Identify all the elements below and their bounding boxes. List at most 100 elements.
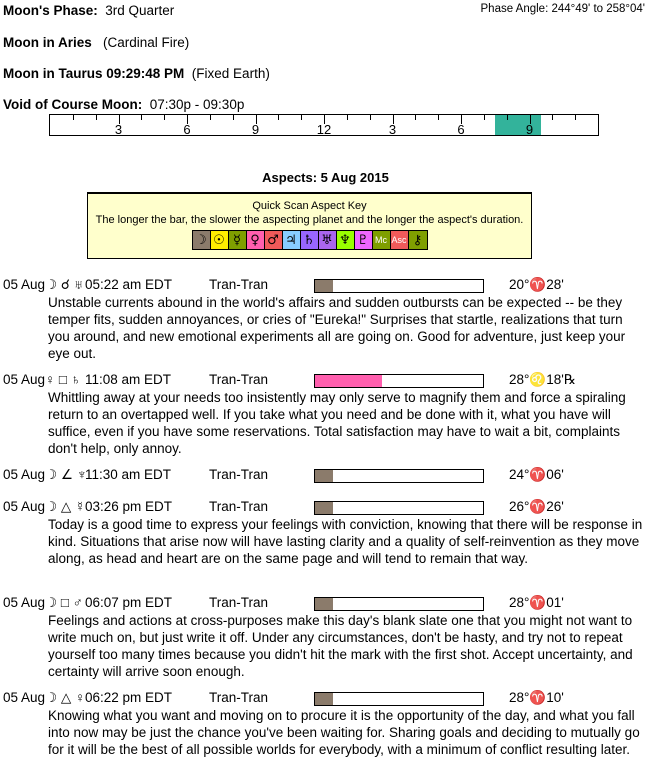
void-of-course: Void of Course Moon: 07:30p - 09:30p [3, 97, 244, 112]
hour-tick [324, 115, 325, 124]
hour-label: 9 [251, 122, 260, 137]
aspect-entry: 05 Aug ☽ □ ♂ 06:07 pm EDT Tran-Tran 28°♈01' F… [0, 595, 651, 680]
aspect-time: 03:26 pm EDT [85, 499, 173, 514]
aspect-interpretation: Whittling away at your needs too insiste… [48, 390, 626, 456]
aspect-entry: 05 Aug ☽ ☌ ♅ 05:22 am EDT Tran-Tran 20°♈28' U… [0, 277, 651, 362]
aspect-date: 05 Aug [3, 467, 46, 482]
hour-tick [164, 115, 166, 120]
moon-ingress-label: Moon in Taurus 09:29:48 PM [3, 66, 185, 81]
moon-phase-label: Moon's Phase: [3, 3, 98, 18]
aspect-entry: 05 Aug ♀ □ ♄ 11:08 am EDT Tran-Tran 28°♌18'℞… [0, 372, 651, 457]
hour-tick [575, 115, 577, 120]
aspect-position: 26°♈26' [509, 499, 564, 514]
duration-fill [315, 375, 383, 387]
aspect-type: Tran-Tran [209, 595, 269, 610]
hour-tick [346, 115, 348, 120]
aspect-header: 05 Aug ☽ △ ☿ 03:26 pm EDT Tran-Tran 26°♈26' [0, 499, 651, 516]
aspect-time: 11:30 am EDT [85, 467, 172, 482]
moon-glyph-icon: ☽ [192, 231, 211, 249]
chiron-glyph-icon: ⚷ [408, 231, 427, 249]
aspect-position: 28°♌18'℞ [509, 372, 576, 387]
hour-tick [529, 115, 531, 124]
saturn-glyph-icon: ♄ [300, 231, 319, 249]
sun-glyph-icon: ☉ [210, 231, 229, 249]
hour-tick [72, 115, 74, 120]
aspect-symbols: ☽ ∠ ♆ [45, 467, 87, 482]
duration-fill [315, 470, 334, 482]
void-period-fill [495, 115, 541, 135]
aspect-date: 05 Aug [3, 690, 46, 705]
aspect-header: 05 Aug ☽ ☌ ♅ 05:22 am EDT Tran-Tran 20°♈28' [0, 277, 651, 294]
aspect-type: Tran-Tran [209, 277, 269, 292]
hour-tick [461, 115, 462, 124]
aspect-interpretation: Knowing what you want and moving on to p… [48, 708, 640, 757]
hour-tick [552, 115, 554, 120]
moon-sign: Moon in Aries (Cardinal Fire) [3, 35, 189, 50]
hour-tick [415, 115, 417, 120]
hour-tick [209, 115, 211, 120]
hour-tick [141, 115, 143, 120]
hour-tick [392, 115, 394, 124]
hour-label: 6 [183, 122, 191, 137]
duration-fill [315, 502, 334, 514]
aspect-position: 20°♈28' [509, 277, 564, 292]
aspect-date: 05 Aug [3, 372, 46, 387]
aspect-interpretation: Feelings and actions at cross-purposes m… [48, 613, 633, 679]
duration-bar [314, 279, 484, 293]
moon-ingress: Moon in Taurus 09:29:48 PM (Fixed Earth) [3, 66, 270, 81]
hour-tick [95, 115, 97, 120]
key-title: Quick Scan Aspect Key [252, 200, 367, 212]
hour-tick [255, 115, 257, 124]
hour-tick [118, 115, 120, 124]
hour-tick [506, 115, 508, 120]
aspect-interpretation: Today is a good time to express your fee… [48, 517, 643, 566]
void-value: 07:30p - 09:30p [149, 97, 245, 112]
hour-tick [369, 115, 371, 120]
hour-tick [232, 115, 234, 120]
aspect-time: 05:22 am EDT [85, 277, 173, 292]
aspect-date: 05 Aug [3, 595, 46, 610]
aspect-position: 24°♈06' [509, 467, 564, 482]
aspect-header: 05 Aug ☽ △ ♀ 06:22 pm EDT Tran-Tran 28°♈10' [0, 690, 651, 707]
aspect-date: 05 Aug [3, 277, 46, 292]
aspect-symbols: ☽ △ ♀ [45, 690, 86, 705]
duration-bar [314, 469, 484, 483]
mc-glyph-icon: Mc [372, 231, 391, 249]
aspect-position: 28°♈01' [509, 595, 564, 610]
hour-tick [278, 115, 280, 120]
duration-bar [314, 692, 484, 706]
duration-fill [315, 693, 334, 705]
aspect-entry: 05 Aug ☽ △ ♀ 06:22 pm EDT Tran-Tran 28°♈10' K… [0, 690, 651, 758]
hour-label: 12 [316, 122, 332, 137]
aspect-symbols: ☽ □ ♂ [45, 595, 83, 610]
mercury-glyph-icon: ☿ [228, 231, 247, 249]
duration-bar [314, 597, 484, 611]
void-label: Void of Course Moon: [3, 97, 143, 112]
moon-sign-label: Moon in Aries [3, 35, 92, 50]
hour-label: 3 [114, 122, 123, 137]
moon-phase-value: 3rd Quarter [105, 3, 175, 18]
aspect-type: Tran-Tran [209, 499, 269, 514]
hour-tick [301, 115, 303, 120]
aspect-type: Tran-Tran [209, 690, 269, 705]
hour-label: 6 [457, 122, 465, 137]
duration-fill [315, 598, 334, 610]
pluto-glyph-icon: ♇ [354, 231, 373, 249]
moon-phase: Moon's Phase: 3rd Quarter [3, 3, 174, 18]
hour-label: 9 [525, 122, 534, 137]
key-description: The longer the bar, the slower the aspec… [95, 214, 524, 226]
hour-tick [187, 115, 188, 124]
duration-bar [314, 501, 484, 515]
aspect-time: 11:08 am EDT [85, 372, 172, 387]
aspect-type: Tran-Tran [209, 467, 269, 482]
aspect-time: 06:22 pm EDT [85, 690, 173, 705]
venus-glyph-icon: ♀ [246, 231, 265, 249]
aspect-interpretation: Unstable currents abound in the world's … [48, 295, 626, 361]
aspect-position: 28°♈10' [509, 690, 564, 705]
void-timeline: 3 6 9 12 3 6 9 [49, 114, 599, 137]
aspect-symbols: ♀ □ ♄ [45, 372, 81, 387]
moon-ingress-value: (Fixed Earth) [191, 66, 270, 81]
aspect-date: 05 Aug [3, 499, 46, 514]
aspect-type: Tran-Tran [209, 372, 269, 387]
asc-glyph-icon: Asc [390, 231, 409, 249]
